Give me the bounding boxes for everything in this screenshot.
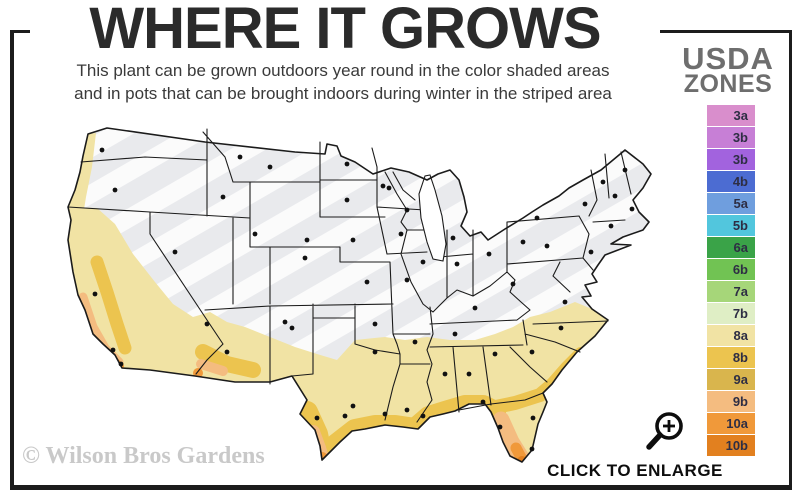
city-dot [492, 351, 498, 357]
legend-zone-swatch-8b: 8b [707, 347, 755, 369]
city-dot [404, 407, 410, 413]
legend-zone-swatch-6b: 6b [707, 259, 755, 281]
city-dot [452, 331, 458, 337]
legend-zone-swatch-10b: 10b [707, 435, 755, 457]
city-dot [629, 206, 635, 212]
city-dot [267, 164, 273, 170]
city-dot [497, 424, 503, 430]
legend-title-zones: ZONES [683, 70, 773, 99]
watermark: © Wilson Bros Gardens [22, 443, 265, 469]
city-dot [544, 243, 550, 249]
us-outline [67, 127, 652, 463]
subtitle-line-1: This plant can be grown outdoors year ro… [76, 61, 610, 80]
city-dot [442, 371, 448, 377]
city-dot [99, 147, 105, 153]
city-dot [520, 239, 526, 245]
city-dot [220, 194, 226, 200]
city-dot [420, 413, 426, 419]
city-dot [224, 349, 230, 355]
city-dot [172, 249, 178, 255]
city-dot [480, 399, 486, 405]
city-dot [118, 361, 124, 367]
subtitle-line-2: and in pots that can be brought indoors … [74, 83, 612, 103]
city-dot [582, 201, 588, 207]
city-dot [112, 187, 118, 193]
zone-8a-region [68, 133, 96, 222]
city-dot [364, 279, 370, 285]
zone-8b-california-valley [90, 255, 132, 355]
city-dot [454, 261, 460, 267]
city-dot [529, 446, 535, 452]
city-dot [466, 371, 472, 377]
city-dot [350, 403, 356, 409]
lake-michigan [418, 174, 447, 262]
city-dot [372, 321, 378, 327]
city-dot [420, 259, 426, 265]
city-dot [588, 249, 594, 255]
legend-title: USDA ZONES [668, 41, 788, 99]
legend-title-usda: USDA [682, 41, 774, 76]
city-dot [558, 325, 564, 331]
city-dot [398, 231, 404, 237]
city-dot [472, 305, 478, 311]
legend-zone-swatch-6a: 6a [707, 237, 755, 259]
city-dot [608, 223, 614, 229]
city-dots [92, 147, 635, 452]
city-dot [562, 299, 568, 305]
click-to-enlarge-label[interactable]: CLICK TO ENLARGE [547, 461, 723, 480]
legend-zone-swatch-7a: 7a [707, 281, 755, 303]
legend-zone-swatch-9a: 9a [707, 369, 755, 391]
city-dot [237, 154, 243, 160]
legend-zone-swatch-3b: 3b [707, 127, 755, 149]
city-dot [510, 281, 516, 287]
legend-zone-swatch-8a: 8a [707, 325, 755, 347]
page-title: WHERE IT GROWS [30, 0, 660, 62]
legend-zone-swatch-10a: 10a [707, 413, 755, 435]
city-dot [372, 349, 378, 355]
usa-map-svg[interactable] [55, 112, 665, 464]
city-dot [412, 339, 418, 345]
city-dot [92, 291, 98, 297]
legend-zone-swatch-3b: 3b [707, 149, 755, 171]
city-dot [380, 183, 386, 189]
legend-zone-swatch-9b: 9b [707, 391, 755, 413]
city-dot [534, 215, 540, 221]
city-dot [612, 193, 618, 199]
usa-zone-map[interactable] [55, 112, 665, 469]
subtitle: This plant can be grown outdoors year ro… [28, 60, 658, 106]
city-dot [342, 413, 348, 419]
city-dot [252, 231, 258, 237]
city-dot [350, 237, 356, 243]
city-dot [344, 197, 350, 203]
zone-9b-arizona [196, 359, 228, 376]
legend-zone-swatch-5a: 5a [707, 193, 755, 215]
city-dot [404, 277, 410, 283]
city-dot [204, 321, 210, 327]
city-dot [600, 179, 606, 185]
city-dot [450, 235, 456, 241]
city-dot [314, 415, 320, 421]
city-dot [282, 319, 288, 325]
city-dot [529, 349, 535, 355]
city-dot [304, 237, 310, 243]
city-dot [289, 325, 295, 331]
city-dot [110, 347, 116, 353]
city-dot [530, 415, 536, 421]
click-to-enlarge[interactable]: CLICK TO ENLARGE [540, 408, 730, 481]
legend-zone-swatch-3a: 3a [707, 105, 755, 127]
city-dot [404, 207, 410, 213]
legend-zone-swatch-7b: 7b [707, 303, 755, 325]
city-dot [622, 167, 628, 173]
city-dot [344, 161, 350, 167]
legend-swatch-list: 3a 3b 3b 4b 5a 5b 6a 6b 7a 7b 8a 8b 9a 9b 10a 10b [707, 105, 755, 457]
magnifier-plus-icon[interactable] [642, 408, 688, 454]
legend-zone-swatch-4b: 4b [707, 171, 755, 193]
usda-zones-legend: USDA ZONES 3a 3b 3b 4b 5a 5b 6a 6b 7a 7b 8a 8b 9a 9b 1… [668, 41, 788, 457]
city-dot [486, 251, 492, 257]
legend-zone-swatch-5b: 5b [707, 215, 755, 237]
city-dot [386, 185, 392, 191]
city-dot [302, 255, 308, 261]
city-dot [382, 411, 388, 417]
